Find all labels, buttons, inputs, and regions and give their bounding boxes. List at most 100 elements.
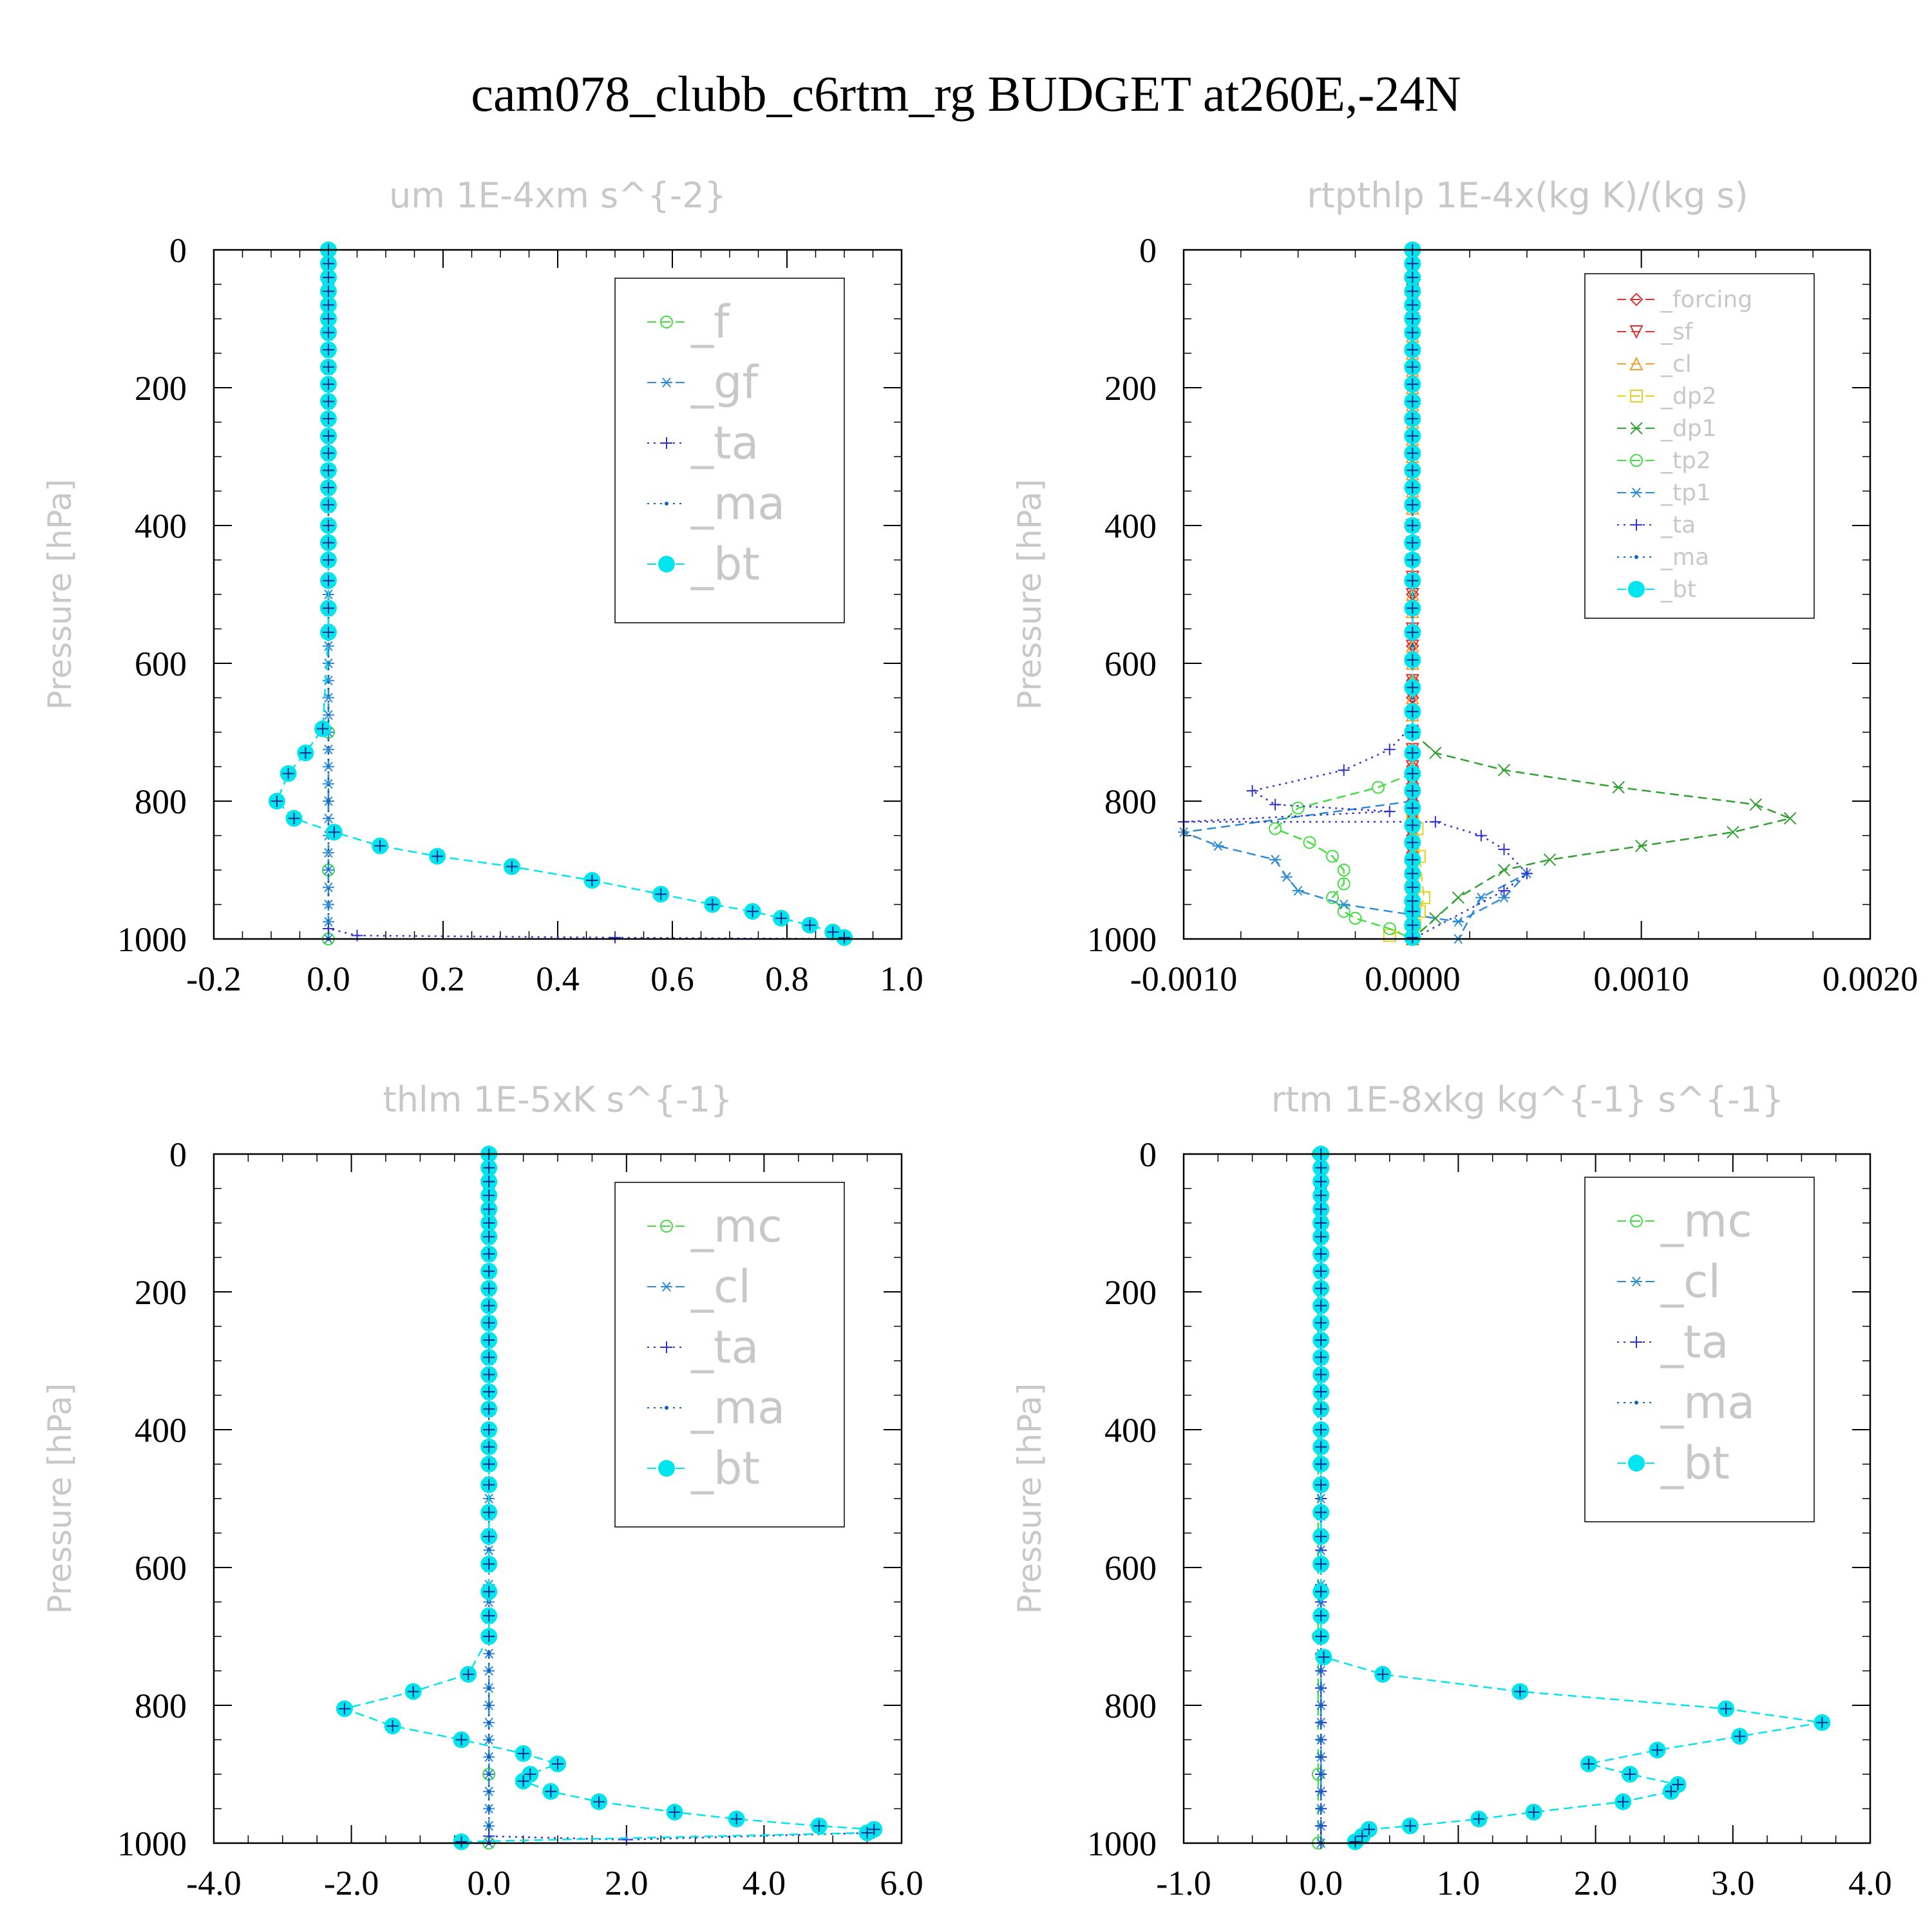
data-point-cross bbox=[483, 1282, 495, 1294]
data-point-cross bbox=[455, 1734, 468, 1746]
legend-marker bbox=[1630, 422, 1643, 435]
series-line bbox=[1412, 732, 1793, 940]
data-point bbox=[1727, 826, 1739, 838]
data-point-cross bbox=[552, 1757, 564, 1770]
data-point bbox=[609, 931, 621, 943]
y-tick-label: 800 bbox=[1104, 1687, 1157, 1725]
data-point bbox=[323, 922, 334, 934]
data-point-cross bbox=[483, 1300, 495, 1312]
data-point-cross bbox=[328, 826, 340, 838]
x-tick-label: 1.0 bbox=[880, 960, 923, 998]
data-point-cross bbox=[1406, 654, 1419, 666]
data-point-cross bbox=[804, 919, 816, 931]
panel-title: thlm 1E-5xK s^{-1} bbox=[383, 1079, 733, 1120]
data-point bbox=[1337, 905, 1350, 918]
y-tick-label: 1000 bbox=[1087, 1824, 1157, 1863]
data-point-cross bbox=[1315, 1351, 1327, 1363]
data-point bbox=[1749, 798, 1763, 811]
data-point-cross bbox=[1406, 447, 1419, 459]
series-line bbox=[276, 250, 845, 939]
data-point bbox=[1280, 872, 1293, 882]
data-point-cross bbox=[431, 850, 444, 862]
data-point bbox=[1292, 886, 1304, 896]
x-tick-label: 0.8 bbox=[765, 960, 809, 998]
data-point-cross bbox=[1377, 1668, 1389, 1680]
series-line bbox=[1183, 724, 1528, 940]
data-point bbox=[1319, 1738, 1323, 1742]
data-point-cross bbox=[323, 395, 334, 408]
data-point-cross bbox=[323, 482, 334, 494]
data-point-cross bbox=[1315, 1586, 1327, 1598]
x-tick-label: 0.2 bbox=[421, 960, 465, 998]
data-point bbox=[1383, 929, 1396, 942]
data-point bbox=[1349, 911, 1362, 925]
legend-marker bbox=[1634, 555, 1638, 559]
plot-frame bbox=[213, 1153, 903, 1844]
data-point-cross bbox=[1528, 1806, 1540, 1818]
data-point bbox=[1337, 877, 1350, 891]
data-point-cross bbox=[323, 464, 334, 477]
data-point bbox=[327, 799, 330, 803]
data-point bbox=[1498, 885, 1510, 897]
y-axis-label: Pressure [hPa] bbox=[1011, 479, 1048, 710]
legend-marker bbox=[1629, 356, 1643, 370]
data-point-cross bbox=[1406, 905, 1419, 918]
legend-item: _ma bbox=[647, 1381, 785, 1434]
data-point bbox=[1319, 1772, 1323, 1776]
y-tick-label: 200 bbox=[1104, 369, 1157, 408]
data-point-cross bbox=[1406, 498, 1419, 511]
legend-label: _ma bbox=[690, 477, 785, 530]
legend-marker bbox=[1629, 292, 1643, 307]
legend-marker bbox=[661, 1341, 672, 1353]
data-point-cross bbox=[1315, 1403, 1327, 1415]
data-point bbox=[323, 641, 334, 651]
y-tick-label: 800 bbox=[135, 1687, 187, 1725]
x-tick-label: -4.0 bbox=[186, 1864, 241, 1902]
series-bt bbox=[336, 1146, 883, 1850]
data-point bbox=[323, 916, 334, 927]
x-tick-label: -0.0010 bbox=[1130, 960, 1237, 998]
legend-label: _ta bbox=[1660, 512, 1696, 538]
data-point-cross bbox=[1315, 1162, 1327, 1174]
data-point-cross bbox=[775, 912, 788, 924]
x-tick-label: 0.0000 bbox=[1365, 960, 1461, 998]
data-point-cross bbox=[374, 840, 386, 852]
y-tick-label: 0 bbox=[1139, 231, 1157, 270]
data-point-cross bbox=[1315, 1175, 1327, 1188]
data-point-cross bbox=[483, 1265, 495, 1277]
data-point-cross bbox=[1406, 258, 1419, 270]
data-point-cross bbox=[1406, 784, 1419, 797]
data-point-cross bbox=[1406, 895, 1419, 907]
legend-item: _tp1 bbox=[1617, 480, 1711, 506]
data-point-cross bbox=[483, 1479, 495, 1491]
plot-area bbox=[1178, 242, 1797, 947]
data-point-cross bbox=[1315, 1248, 1327, 1260]
series-bt bbox=[1312, 1146, 1831, 1850]
data-point-cross bbox=[1720, 1703, 1732, 1715]
data-point-cross bbox=[483, 1403, 495, 1415]
legend: _f _gf _ta _ma _bt bbox=[614, 278, 845, 623]
data-point bbox=[1498, 893, 1510, 903]
series-dp1 bbox=[1406, 726, 1797, 945]
data-point-cross bbox=[483, 1317, 495, 1329]
legend-label: _bt bbox=[690, 1442, 760, 1495]
data-point-cross bbox=[1315, 1424, 1327, 1435]
legend-label: _bt bbox=[1660, 576, 1696, 603]
data-point bbox=[1372, 781, 1385, 794]
data-point-cross bbox=[483, 1368, 495, 1381]
legend-label: _tp2 bbox=[1660, 448, 1711, 474]
data-point-cross bbox=[323, 520, 334, 531]
x-tick-label: 3.0 bbox=[1711, 1864, 1755, 1902]
plot-frame bbox=[1182, 249, 1871, 940]
data-point-cross bbox=[1406, 285, 1419, 298]
legend-item: _ta bbox=[647, 1321, 759, 1374]
data-point bbox=[1319, 1806, 1323, 1811]
data-point-cross bbox=[323, 574, 334, 587]
legend-label: _cl bbox=[1660, 351, 1692, 377]
data-point-cross bbox=[1315, 1479, 1327, 1491]
data-point bbox=[1383, 922, 1396, 935]
plot-area bbox=[268, 242, 853, 946]
data-point bbox=[1325, 891, 1339, 904]
data-point-cross bbox=[730, 1813, 743, 1825]
legend-marker bbox=[661, 1282, 672, 1292]
